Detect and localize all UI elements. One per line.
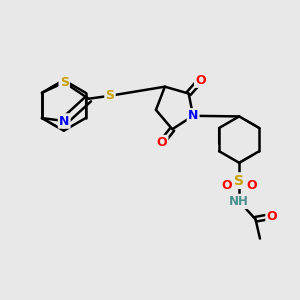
Text: S: S [234, 174, 244, 188]
Text: O: O [157, 136, 167, 149]
Text: N: N [59, 115, 69, 128]
Text: S: S [60, 76, 69, 89]
Text: O: O [195, 74, 206, 87]
Text: S: S [106, 89, 115, 102]
Text: O: O [221, 179, 232, 193]
Text: O: O [266, 210, 277, 223]
Text: O: O [246, 179, 257, 193]
Text: N: N [188, 109, 198, 122]
Text: NH: NH [229, 195, 249, 208]
